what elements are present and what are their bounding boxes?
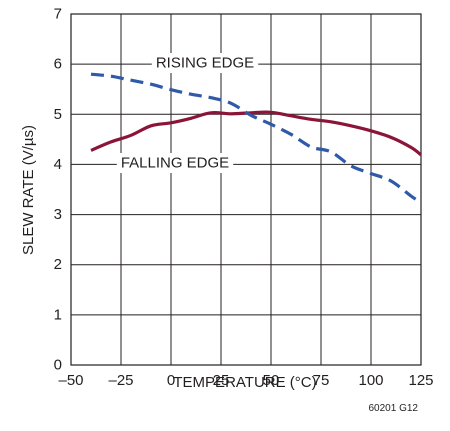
x-tick-label: 25 <box>213 372 230 389</box>
y-tick-label: 1 <box>54 306 62 323</box>
annotations: RISING EDGE FALLING EDGE <box>116 53 259 173</box>
x-tick-label: –50 <box>58 372 83 389</box>
tick-labels: –50 –25 0 25 50 75 100 125 0 1 2 3 4 5 6 7 <box>54 6 434 390</box>
y-tick-label: 5 <box>54 106 62 123</box>
y-tick-label: 7 <box>54 6 62 23</box>
rising-edge-line <box>90 110 423 157</box>
y-tick-label: 3 <box>54 206 62 223</box>
x-axis-title: TEMPERATURE (°C) <box>173 374 316 391</box>
x-tick-label: 50 <box>263 372 280 389</box>
x-tick-label: 100 <box>358 372 383 389</box>
plot-border <box>70 13 422 366</box>
rising-edge-label: RISING EDGE <box>156 55 254 72</box>
x-tick-label: 75 <box>313 372 330 389</box>
falling-edge-line <box>90 72 422 204</box>
y-axis-title: SLEW RATE (V/µs) <box>20 125 37 255</box>
x-tick-label: –25 <box>108 372 133 389</box>
figure-id: 60201 G12 <box>369 403 419 414</box>
y-tick-label: 4 <box>54 156 62 173</box>
falling-edge-label-background <box>116 153 234 173</box>
falling-edge-label: FALLING EDGE <box>121 155 229 172</box>
x-tick-label: 0 <box>167 372 175 389</box>
y-tick-label: 0 <box>54 357 62 374</box>
x-tick-label: 125 <box>408 372 433 389</box>
y-tick-label: 2 <box>54 256 62 273</box>
y-tick-label: 6 <box>54 56 62 73</box>
rising-edge-label-background <box>151 53 259 73</box>
series-lines <box>90 72 423 204</box>
